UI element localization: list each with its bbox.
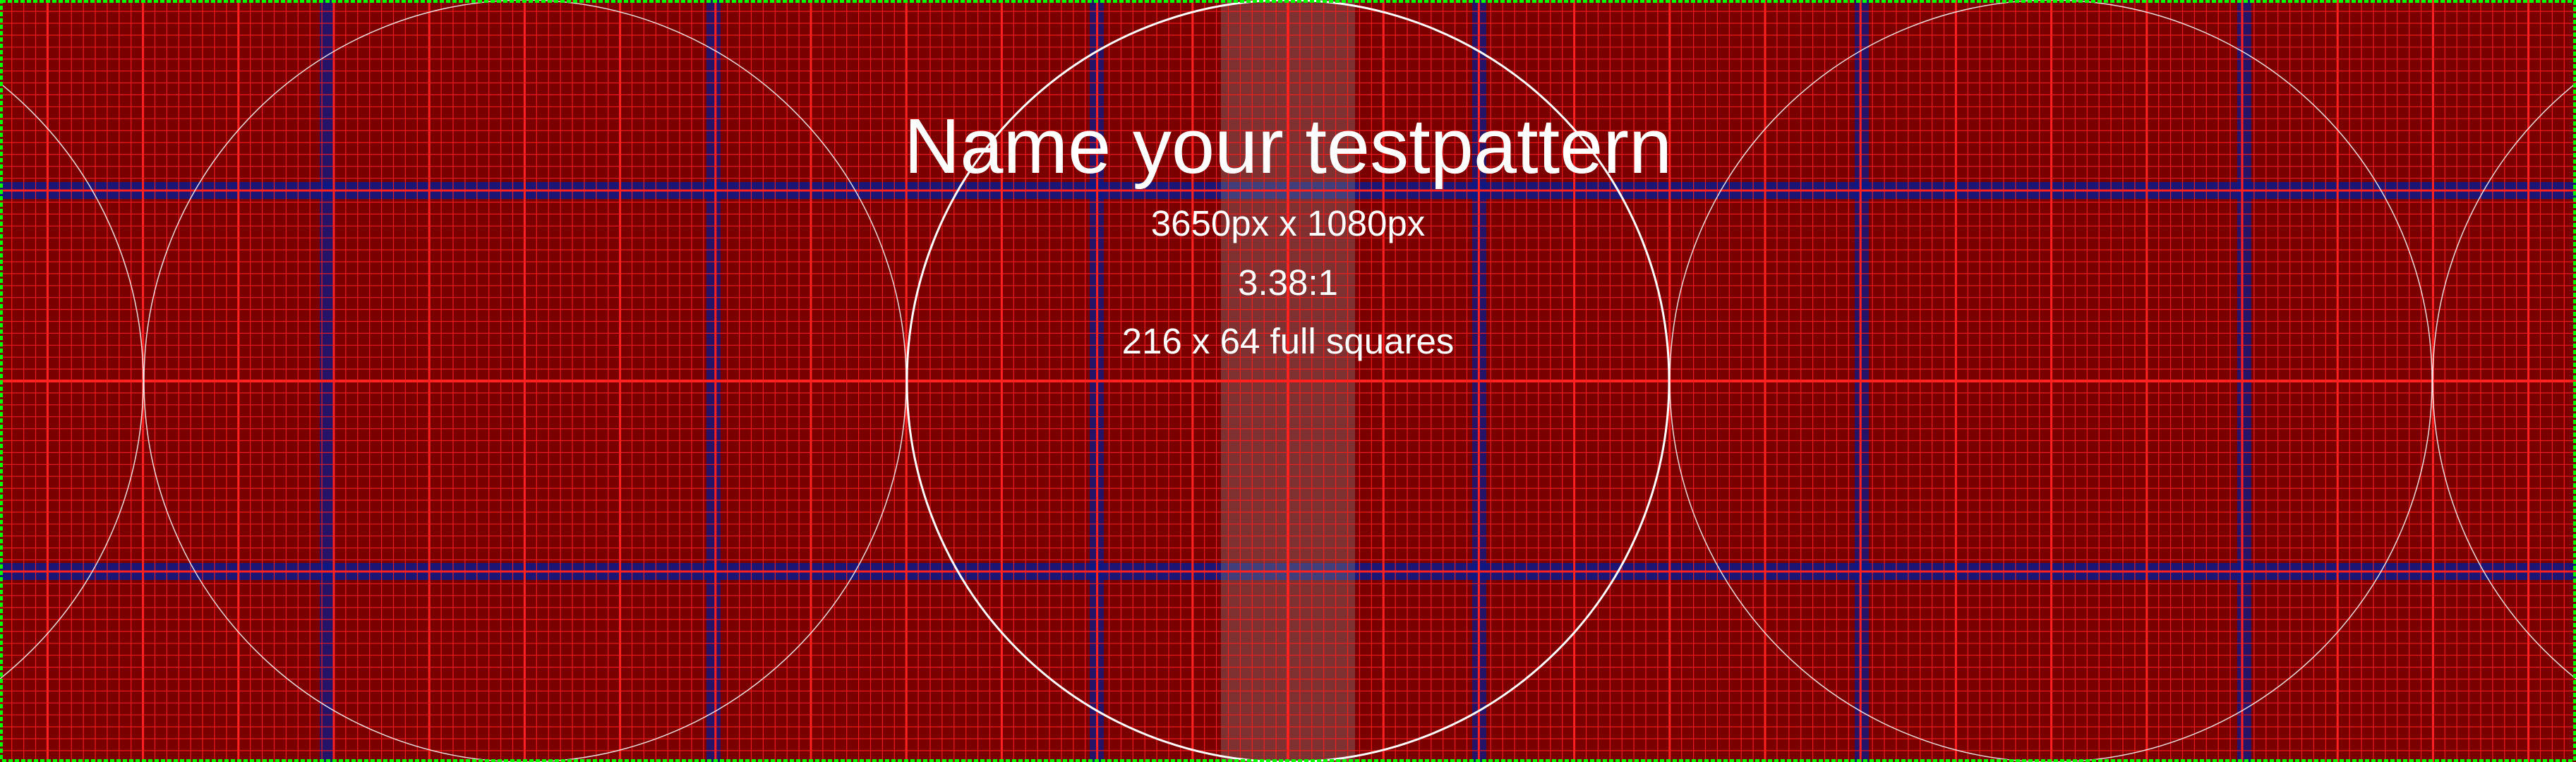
pattern-aspect-ratio: 3.38:1	[1238, 262, 1338, 303]
pattern-title: Name your testpattern	[903, 103, 1673, 190]
pattern-full-squares: 216 x 64 full squares	[1121, 321, 1455, 361]
side-circle	[2432, 83, 2576, 679]
side-circle	[1669, 0, 2433, 762]
center-circle	[905, 0, 1671, 762]
side-circle	[0, 83, 144, 679]
pattern-dimensions: 3650px x 1080px	[1150, 203, 1426, 243]
